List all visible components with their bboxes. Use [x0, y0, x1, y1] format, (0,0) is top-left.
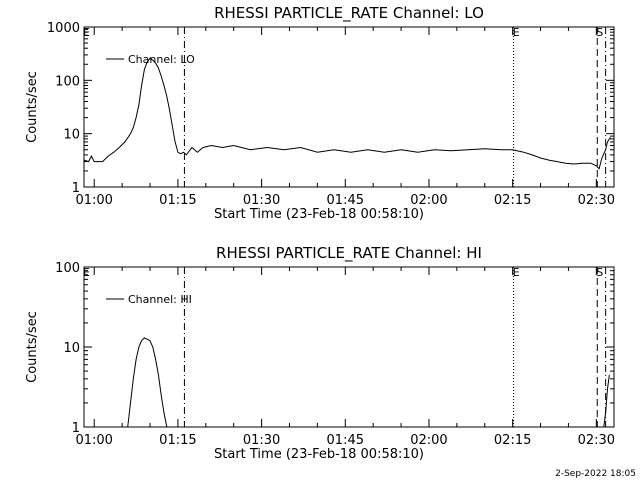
- x-tick-label: 02:15: [494, 193, 531, 208]
- x-tick-label: 01:00: [75, 193, 112, 208]
- y-tick-label: 100: [55, 74, 80, 89]
- x-tick-label: 01:00: [75, 433, 112, 448]
- chart-title: RHESSI PARTICLE_RATE Channel: LO: [214, 4, 484, 23]
- y-tick-label: 1000: [47, 21, 80, 36]
- y-tick-label: 100: [55, 261, 80, 276]
- plot-frame: [83, 26, 615, 188]
- y-tick-label: 10: [63, 128, 80, 143]
- x-tick-label: 01:15: [159, 193, 196, 208]
- x-tick-label: 01:15: [159, 433, 196, 448]
- x-axis-label: Start Time (23-Feb-18 00:58:10): [214, 207, 424, 222]
- event-marker-label: E: [513, 266, 520, 279]
- event-marker-label: S: [596, 26, 603, 39]
- x-tick-label: 01:30: [243, 433, 280, 448]
- event-marker-label: S: [596, 266, 603, 279]
- x-tick-label: 02:30: [578, 433, 615, 448]
- series-line: [127, 337, 168, 427]
- x-tick-label: 02:00: [410, 433, 447, 448]
- panel-lo: RHESSI PARTICLE_RATE Channel: LO 01:00 01:…: [25, 4, 615, 222]
- series-line: [84, 57, 611, 170]
- series-line: [603, 374, 610, 427]
- x-axis-label: Start Time (23-Feb-18 00:58:10): [214, 447, 424, 462]
- event-marker-label: E: [83, 266, 90, 279]
- y-tick-label: 1: [72, 181, 80, 196]
- y-tick-label: 10: [63, 341, 80, 356]
- x-tick-label: 02:00: [410, 193, 447, 208]
- legend-entry: Channel: LO: [128, 53, 195, 66]
- chart-title: RHESSI PARTICLE_RATE Channel: HI: [216, 244, 482, 263]
- legend-entry: Channel: HI: [128, 293, 192, 306]
- x-tick-label: 02:15: [494, 433, 531, 448]
- event-marker-label: E: [83, 26, 90, 39]
- y-tick-label: 1: [72, 421, 80, 436]
- y-axis-label: Counts/sec: [25, 71, 40, 143]
- y-axis-label: Counts/sec: [25, 311, 40, 383]
- x-tick-label: 01:45: [327, 193, 364, 208]
- x-tick-label: 02:30: [578, 193, 615, 208]
- x-tick-label: 01:30: [243, 193, 280, 208]
- footer-timestamp: 2-Sep-2022 18:05: [555, 469, 636, 479]
- x-tick-label: 01:45: [327, 433, 364, 448]
- panel-hi: RHESSI PARTICLE_RATE Channel: HI 01:00 01:…: [25, 244, 615, 462]
- event-marker-label: E: [513, 26, 520, 39]
- plot-frame: [83, 266, 615, 428]
